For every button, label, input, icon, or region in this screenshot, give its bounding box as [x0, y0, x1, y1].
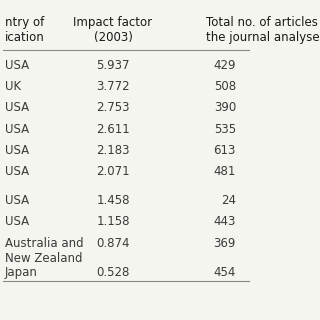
Text: 2.071: 2.071 — [96, 165, 130, 178]
Text: Total no. of articles
the journal analyse: Total no. of articles the journal analys… — [206, 16, 319, 44]
Text: USA: USA — [5, 101, 29, 115]
Text: 0.874: 0.874 — [96, 236, 130, 250]
Text: 1.158: 1.158 — [96, 215, 130, 228]
Text: Japan: Japan — [5, 266, 38, 279]
Text: USA: USA — [5, 59, 29, 72]
Text: 5.937: 5.937 — [96, 59, 130, 72]
Text: 1.458: 1.458 — [96, 194, 130, 207]
Text: Australia and
New Zealand: Australia and New Zealand — [5, 236, 84, 265]
Text: 2.753: 2.753 — [96, 101, 130, 115]
Text: 2.183: 2.183 — [96, 144, 130, 157]
Text: 613: 613 — [213, 144, 236, 157]
Text: USA: USA — [5, 215, 29, 228]
Text: 369: 369 — [213, 236, 236, 250]
Text: 535: 535 — [214, 123, 236, 136]
Text: UK: UK — [5, 80, 21, 93]
Text: 508: 508 — [214, 80, 236, 93]
Text: USA: USA — [5, 123, 29, 136]
Text: Impact factor
(2003): Impact factor (2003) — [73, 16, 153, 44]
Text: USA: USA — [5, 144, 29, 157]
Text: USA: USA — [5, 165, 29, 178]
Text: 2.611: 2.611 — [96, 123, 130, 136]
Text: ntry of
ication: ntry of ication — [5, 16, 45, 44]
Text: 454: 454 — [213, 266, 236, 279]
Text: USA: USA — [5, 194, 29, 207]
Text: 24: 24 — [221, 194, 236, 207]
Text: 390: 390 — [214, 101, 236, 115]
Text: 481: 481 — [213, 165, 236, 178]
Text: 429: 429 — [213, 59, 236, 72]
Text: 3.772: 3.772 — [96, 80, 130, 93]
Text: 443: 443 — [213, 215, 236, 228]
Text: 0.528: 0.528 — [96, 266, 130, 279]
